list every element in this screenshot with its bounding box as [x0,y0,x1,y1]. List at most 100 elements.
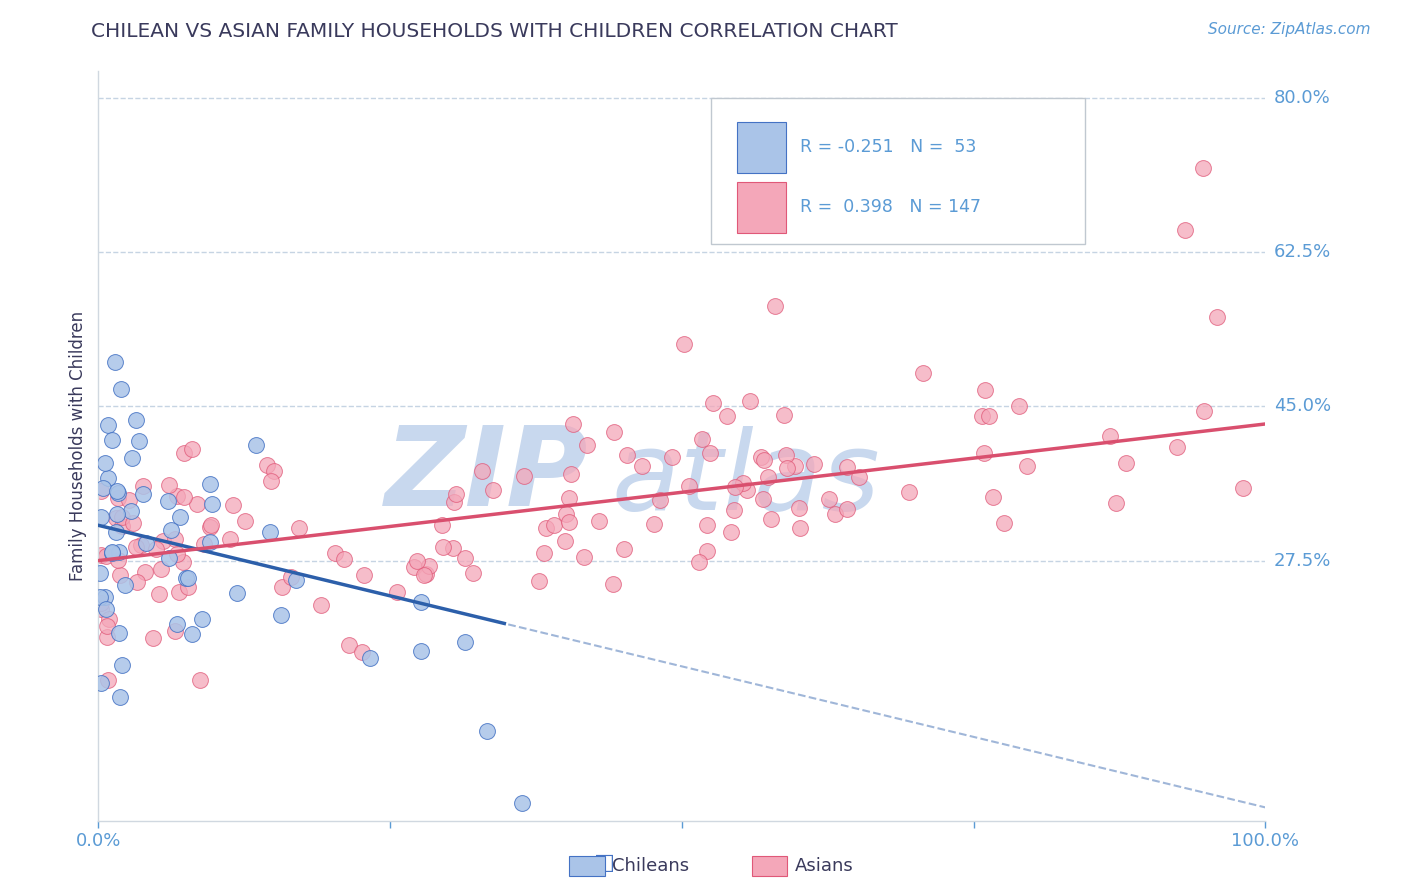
Point [97,417,120,432]
Point [543,518,565,533]
Point [108,690,131,704]
Point [696,518,718,533]
Point [803,457,825,471]
Point [575,437,598,451]
Point [90,676,112,690]
Point [188,673,211,688]
Point [837,460,859,475]
Point [287,521,309,535]
Point [993,516,1015,530]
Point [190,611,212,625]
Point [111,510,134,524]
Text: R =  0.398   N = 147: R = 0.398 N = 147 [800,198,981,217]
Point [848,470,870,484]
Point [163,624,186,638]
Text: 45.0%: 45.0% [1274,397,1331,416]
Point [1192,161,1215,176]
Point [350,644,373,658]
Point [444,486,467,500]
Point [108,568,131,582]
Y-axis label: Family Households with Children: Family Households with Children [69,311,87,581]
Point [186,497,208,511]
Point [135,536,157,550]
Point [222,498,245,512]
Point [152,533,174,548]
Point [114,578,136,592]
Text: CHILEAN VS ASIAN FAMILY HOUSEHOLDS WITH CHILDREN CORRELATION CHART: CHILEAN VS ASIAN FAMILY HOUSEHOLDS WITH … [91,22,898,41]
Point [973,445,995,459]
Point [527,574,550,588]
Point [157,493,180,508]
Point [89,590,111,604]
Point [263,465,285,479]
Point [323,546,346,560]
Point [96,471,118,485]
Point [533,546,555,560]
Point [177,571,200,585]
Point [789,521,811,535]
Point [1015,459,1038,474]
Point [688,556,710,570]
Point [280,570,302,584]
Point [557,491,579,506]
Text: 80.0%: 80.0% [1274,89,1330,107]
Point [432,540,454,554]
Point [131,538,153,552]
Point [96,619,118,633]
Point [787,500,810,515]
Point [415,567,437,582]
Point [716,409,738,423]
Point [157,551,180,566]
Point [1099,429,1122,443]
Point [974,384,997,398]
Point [101,545,124,559]
Point [411,643,433,657]
Point [172,555,194,569]
Point [756,469,779,483]
Point [754,452,776,467]
Point [245,438,267,452]
Point [1008,399,1031,413]
Point [94,590,117,604]
Point [169,510,191,524]
Point [1115,456,1137,470]
Point [723,502,745,516]
Point [761,512,783,526]
Point [602,577,624,591]
Point [107,544,129,558]
Point [977,409,1000,423]
Point [1205,310,1227,324]
Point [198,520,221,534]
Point [104,525,127,540]
Point [256,458,278,472]
Point [94,601,117,615]
Point [897,484,920,499]
Text: □: □ [595,854,614,873]
Point [284,574,307,588]
Point [554,508,576,522]
Point [128,434,150,448]
Point [200,476,222,491]
Point [169,585,191,599]
Point [149,562,172,576]
Point [259,524,281,539]
Point [94,549,117,564]
Point [461,566,484,580]
Point [97,612,120,626]
FancyBboxPatch shape [711,97,1084,244]
Bar [737,182,786,233]
Point [731,475,754,490]
Point [142,631,165,645]
Point [696,544,718,558]
Text: Chileans: Chileans [612,857,689,875]
Point [775,448,797,462]
Point [134,565,156,579]
Text: Asians: Asians [794,857,853,875]
Point [735,483,758,497]
Point [233,514,256,528]
Point [100,433,122,447]
Point [673,336,696,351]
Point [107,553,129,567]
Point [166,489,188,503]
Point [454,550,477,565]
